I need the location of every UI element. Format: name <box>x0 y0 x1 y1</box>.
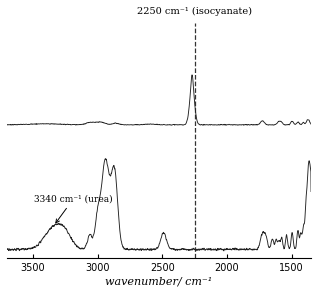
X-axis label: wavenumber/ cm⁻¹: wavenumber/ cm⁻¹ <box>105 276 213 286</box>
Text: 3340 cm⁻¹ (urea): 3340 cm⁻¹ (urea) <box>34 194 113 223</box>
Text: 2250 cm⁻¹ (isocyanate): 2250 cm⁻¹ (isocyanate) <box>137 7 252 16</box>
